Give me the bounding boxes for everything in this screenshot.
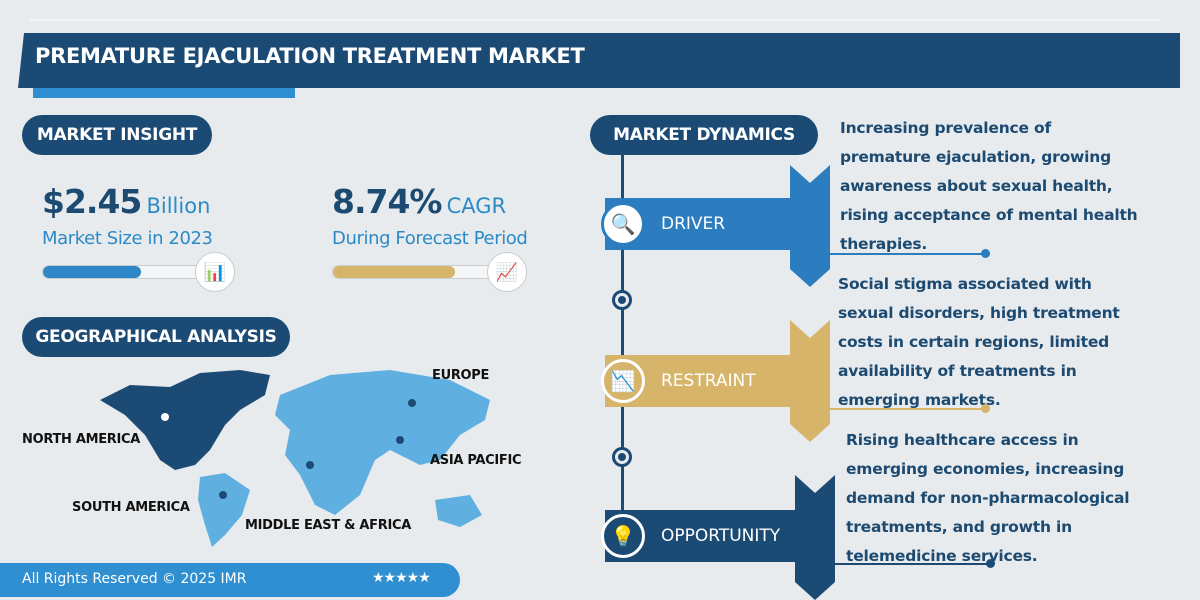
text-line: treatments, and growth in [846, 518, 1072, 536]
text-line: emerging markets. [838, 391, 1001, 409]
location-pin-icon [306, 461, 314, 469]
connector-dot [981, 249, 990, 258]
text-line: sexual disorders, high treatment [838, 304, 1120, 322]
opportunity-ribbon [795, 475, 835, 600]
text-line: therapies. [840, 235, 928, 253]
market-size-bar [42, 265, 207, 279]
region-label: EUROPE [432, 368, 490, 383]
europe-africa-asia-shape [275, 370, 490, 515]
page-title: PREMATURE EJACULATION TREATMENT MARKET [35, 44, 585, 68]
text-line: demand for non-pharmacological [846, 489, 1130, 507]
connector-line [830, 408, 985, 410]
timeline-marker [612, 447, 632, 467]
text-line: availability of treatments in [838, 362, 1077, 380]
opportunity-text: Rising healthcare access in emerging econ… [846, 426, 1130, 571]
market-size-bar-fill [43, 266, 141, 278]
copyright-text: All Rights Reserved © 2025 IMR [22, 571, 247, 587]
connector-line [830, 253, 985, 255]
australia-shape [435, 495, 482, 527]
growth-chart-icon: 📈 [487, 252, 527, 292]
footer-bar [0, 563, 460, 597]
driver-ribbon [790, 165, 830, 287]
cagr-bar-fill [333, 266, 456, 278]
bar-chart-dollar-icon: 📊 [195, 252, 235, 292]
market-size-label: Market Size in 2023 [42, 228, 213, 249]
location-pin-icon [408, 399, 416, 407]
location-pin-icon [219, 491, 227, 499]
connector-line [835, 563, 990, 565]
text-line: emerging economies, increasing [846, 460, 1125, 478]
connector-dot [981, 404, 990, 413]
restraint-ribbon [790, 320, 830, 442]
connector-dot [986, 559, 995, 568]
region-label: NORTH AMERICA [22, 432, 141, 447]
text-line: Rising healthcare access in [846, 431, 1079, 449]
timeline-marker [612, 290, 632, 310]
geographical-analysis-heading: GEOGRAPHICAL ANALYSIS [22, 317, 290, 357]
declining-chart-icon: 📉 [601, 359, 645, 403]
south-america-shape [198, 473, 250, 547]
cagr-number: 8.74% [332, 182, 442, 221]
driver-label: DRIVER [661, 214, 726, 234]
text-line: Increasing prevalence of [840, 119, 1052, 137]
region-label: ASIA PACIFIC [430, 453, 522, 468]
world-map [100, 370, 490, 547]
market-dynamics-heading: MARKET DYNAMICS [590, 115, 818, 155]
restraint-label: RESTRAINT [661, 371, 756, 391]
restraint-text: Social stigma associated with sexual diso… [838, 270, 1120, 415]
title-accent-strip [33, 88, 295, 98]
text-line: awareness about sexual health, [840, 177, 1113, 195]
location-pin-icon [396, 436, 404, 444]
region-label: MIDDLE EAST & AFRICA [245, 518, 411, 533]
analysis-icon: 🔍 [601, 202, 645, 246]
north-america-shape [100, 370, 270, 470]
text-line: Social stigma associated with [838, 275, 1092, 293]
cagr-label: During Forecast Period [332, 228, 528, 249]
market-size-unit: Billion [146, 194, 211, 218]
location-pin-icon [161, 413, 169, 421]
driver-text: Increasing prevalence of premature ejacul… [840, 114, 1138, 259]
title-banner [18, 33, 1180, 88]
rating-stars: ★★★★★ [372, 570, 431, 586]
market-insight-heading: MARKET INSIGHT [22, 115, 212, 155]
cagr-value: 8.74% CAGR [332, 182, 506, 221]
opportunity-label: OPPORTUNITY [661, 526, 781, 546]
market-size-value: $2.45 Billion [42, 182, 210, 221]
divider [30, 19, 1160, 21]
cagr-bar [332, 265, 497, 279]
text-line: premature ejaculation, growing [840, 148, 1111, 166]
text-line: costs in certain regions, limited [838, 333, 1110, 351]
cagr-unit: CAGR [446, 194, 507, 218]
market-size-number: $2.45 [42, 182, 142, 221]
region-label: SOUTH AMERICA [72, 500, 190, 515]
lightbulb-icon: 💡 [601, 514, 645, 558]
text-line: rising acceptance of mental health [840, 206, 1138, 224]
